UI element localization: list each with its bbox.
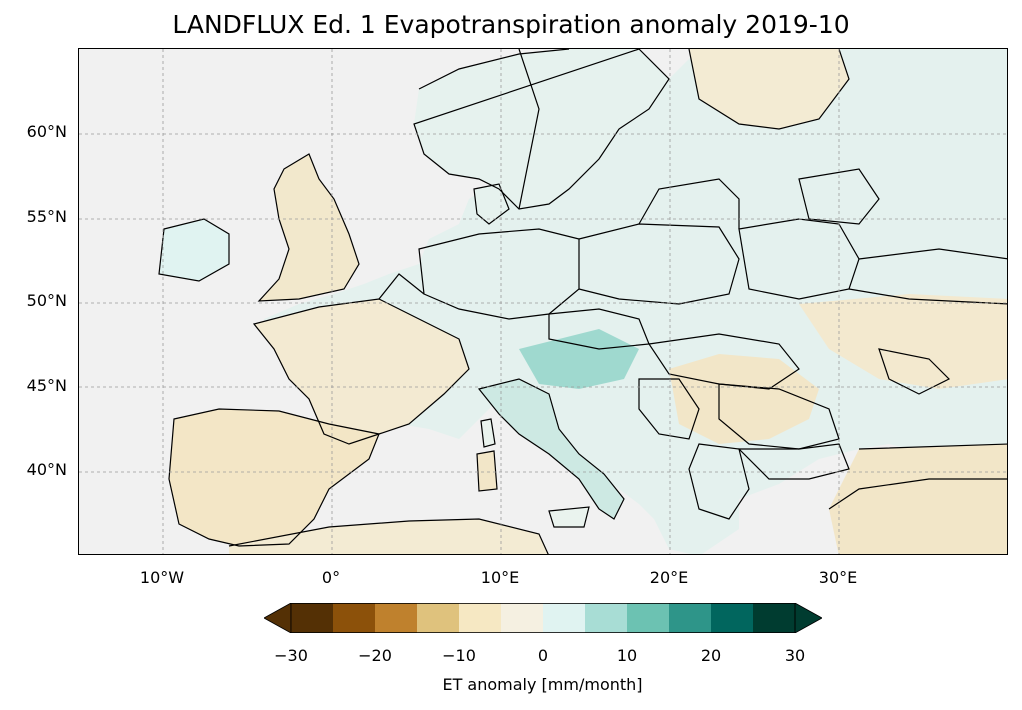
colorbar-bin: [291, 603, 334, 633]
colorbar-bin: [627, 603, 670, 633]
colorbar-tick-label: 20: [700, 646, 722, 665]
colorbar-tick-label: 30: [784, 646, 806, 665]
colorbar-extend-high: [794, 602, 823, 634]
lat-label-55n: 55°N: [26, 207, 67, 226]
colorbar-bin: [459, 603, 502, 633]
scandinavia: [414, 49, 669, 209]
colorbar-outline: [290, 603, 796, 634]
lat-label-45n: 45°N: [26, 376, 67, 395]
colorbar-tick-label: 10: [616, 646, 638, 665]
denmark: [474, 184, 509, 224]
colorbar-tick-label: −30: [274, 646, 308, 665]
colorbar: [263, 602, 823, 634]
country-borders: [158, 49, 1007, 554]
dry-region-anatolia: [829, 444, 1007, 554]
sicily: [549, 507, 589, 527]
lat-label-40n: 40°N: [26, 460, 67, 479]
france-landmass: [254, 299, 469, 444]
ireland: [159, 219, 229, 281]
finland: [689, 49, 849, 129]
colorbar-bin: [669, 603, 712, 633]
lon-label-0: 0°: [321, 568, 341, 587]
corsica: [481, 419, 495, 447]
colorbar-bin: [333, 603, 376, 633]
italy-peninsula: [479, 379, 624, 519]
dry-region-balkans: [669, 354, 819, 444]
lon-label-20e: 20°E: [649, 568, 689, 587]
colorbar-tick-label: −10: [442, 646, 476, 665]
colorbar-tick-label: −20: [358, 646, 392, 665]
colorbar-bin: [585, 603, 628, 633]
colorbar-bin: [417, 603, 460, 633]
dry-region-ukraine: [799, 294, 1007, 389]
colorbar-bin: [753, 603, 796, 633]
map-area: [78, 48, 1008, 555]
iberian-peninsula: [169, 409, 379, 546]
lat-label-60n: 60°N: [26, 122, 67, 141]
lat-label-50n: 50°N: [26, 291, 67, 310]
sardinia: [477, 451, 497, 491]
colorbar-label: ET anomaly [mm/month]: [442, 675, 643, 694]
colorbar-bin: [711, 603, 754, 633]
lon-label-10e: 10°E: [480, 568, 520, 587]
graticule: [79, 49, 1007, 554]
europe-map: [79, 49, 1007, 554]
colorbar-bin: [501, 603, 544, 633]
colorbar-extend-low: [263, 602, 292, 634]
north-africa: [229, 519, 549, 554]
lon-label-30e: 30°E: [818, 568, 858, 587]
colorbar-graphic: [263, 602, 823, 634]
colorbar-bin: [375, 603, 418, 633]
map-title: LANDFLUX Ed. 1 Evapotranspiration anomal…: [172, 10, 850, 39]
colorbar-tick-label: 0: [537, 646, 549, 665]
colorbar-bin: [543, 603, 586, 633]
lon-label-10w: 10°W: [139, 568, 185, 587]
wet-region-alps: [519, 329, 639, 389]
